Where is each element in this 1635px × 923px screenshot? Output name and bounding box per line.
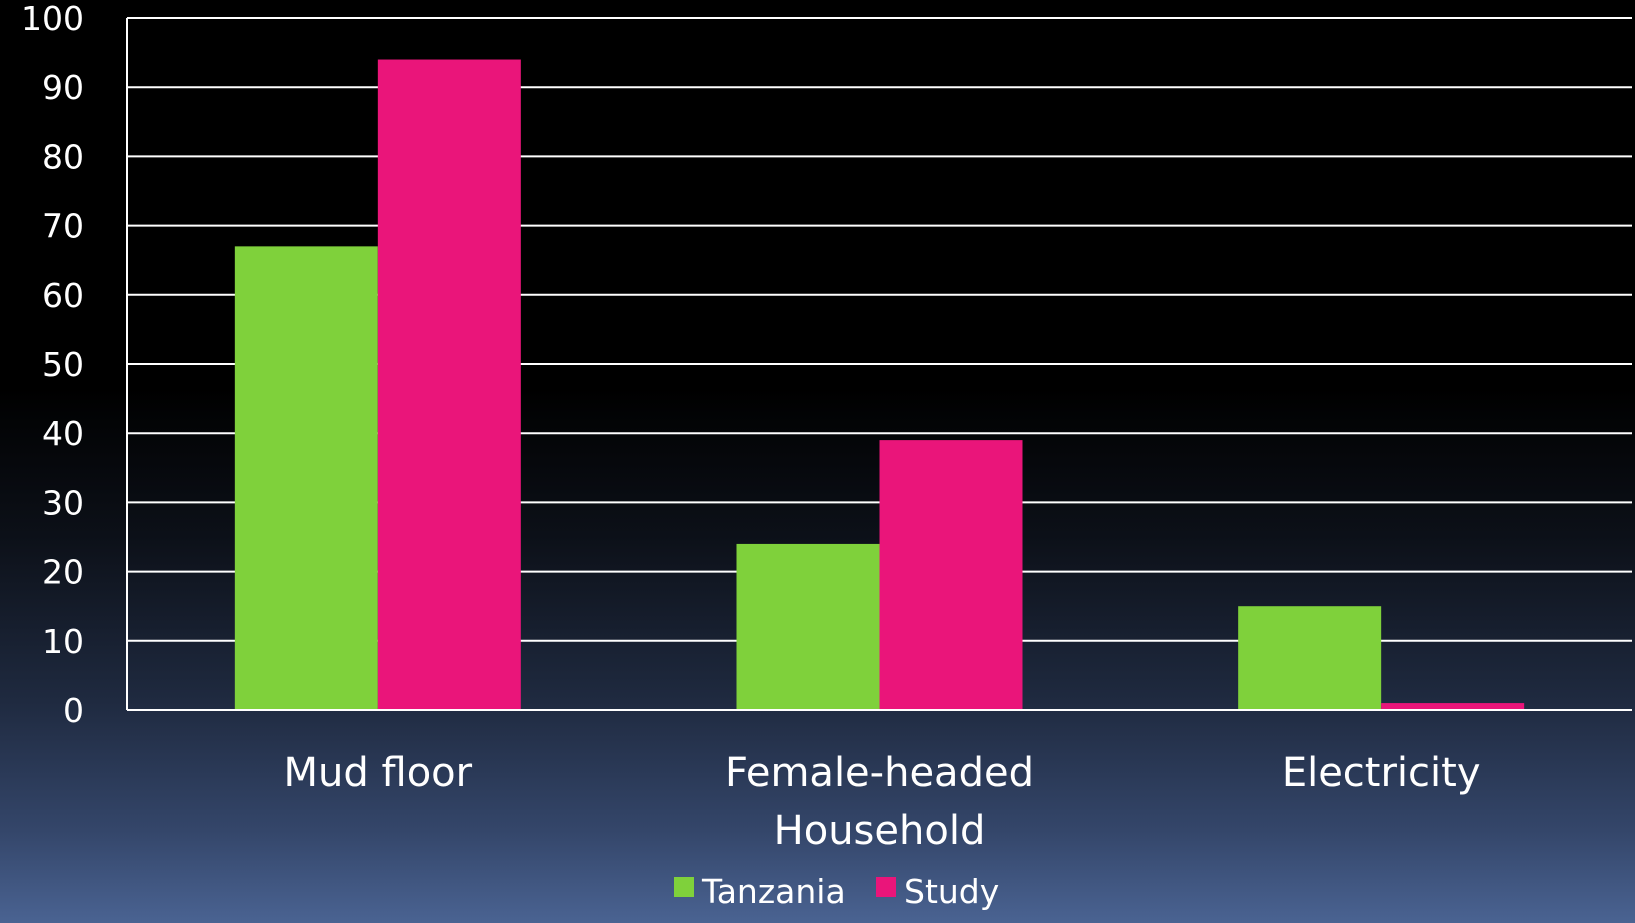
x-tick-label-line: Household [774, 808, 986, 854]
bar-tanzania-0 [234, 246, 378, 711]
y-tick-label: 60 [42, 276, 84, 315]
x-tick-label: Female-headed Household [725, 750, 1034, 854]
x-tick-label-line: Electricity [1282, 750, 1481, 796]
bar-tanzania-2 [1238, 606, 1382, 710]
x-tick-labels: Mud floor Female-headed Household Electrici… [284, 750, 1481, 854]
legend-swatch-study [876, 877, 896, 897]
x-tick-label: Electricity [1282, 750, 1481, 796]
x-tick-label-line: Mud floor [284, 750, 473, 796]
y-tick-label: 50 [42, 345, 84, 384]
legend-label-tanzania: Tanzania [701, 872, 846, 911]
bars [234, 59, 1525, 711]
y-tick-label: 90 [42, 68, 84, 107]
x-tick-label-line: Female-headed [725, 750, 1034, 796]
y-tick-label: 20 [42, 553, 84, 592]
y-tick-label: 100 [21, 0, 84, 38]
y-tick-labels: 0 10 20 30 40 50 60 70 80 90 100 [21, 0, 84, 730]
y-tick-label: 30 [42, 483, 84, 522]
y-tick-label: 70 [42, 207, 84, 246]
x-tick-label: Mud floor [284, 750, 473, 796]
legend-swatch-tanzania [674, 877, 694, 897]
y-tick-label: 80 [42, 137, 84, 176]
y-tick-label: 0 [63, 691, 84, 730]
y-tick-label: 10 [42, 622, 84, 661]
legend-label-study: Study [904, 872, 999, 911]
legend: Tanzania Study [674, 872, 999, 911]
bar-study-1 [879, 440, 1023, 710]
bar-study-2 [1381, 703, 1525, 710]
bar-study-0 [377, 59, 521, 710]
bar-tanzania-1 [736, 543, 880, 710]
y-tick-label: 40 [42, 414, 84, 453]
